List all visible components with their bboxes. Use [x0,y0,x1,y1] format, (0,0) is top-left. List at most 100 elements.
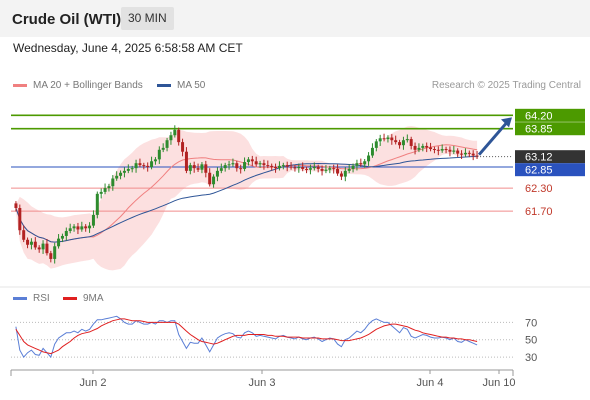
candle-body [212,176,216,185]
candle-body [72,226,76,229]
candle-body [421,145,425,148]
candle-body [460,153,464,155]
candle-body [305,168,309,170]
candle-body [254,161,258,165]
candle-body [153,159,157,162]
bollinger-band [15,126,478,271]
candle-body [382,138,386,140]
candle-body [223,165,227,169]
candle-body [463,152,467,155]
price-tag-61.70: 61.70 [525,206,553,218]
candle-body [444,149,448,151]
candle-body [448,149,452,152]
x-tick-Jun-10: Jun 10 [482,377,515,389]
candle-body [53,246,57,259]
candle-body [165,140,169,148]
price-tag-bg [515,122,585,136]
candle-body [367,155,371,162]
candle-body [390,137,394,141]
candle-body [289,166,293,168]
candle-body [208,172,212,185]
candle-body [181,142,185,152]
candle-body [196,168,200,170]
candle-body [173,129,177,136]
candle-body [243,162,247,169]
rsi-tick-30: 30 [525,352,537,364]
candle-body [41,243,45,250]
candle-body [316,167,320,169]
candle-body [29,241,33,245]
candle-body [351,165,355,169]
candle-body [115,175,119,179]
candle-body [57,238,61,247]
price-tag-64.20: 64.20 [525,110,553,122]
candle-body [285,165,289,167]
candle-body [88,225,92,229]
candle-body [394,140,398,143]
candle-body [68,228,72,231]
candle-body [432,149,436,151]
candle-body [204,164,208,173]
candle-body [281,165,285,167]
candle-body [200,164,204,170]
candle-body [266,165,270,167]
candle-body [429,147,433,150]
candle-body [119,172,123,176]
candle-body [76,226,80,230]
candle-body [126,168,130,171]
candle-body [99,191,103,194]
candle-body [320,168,324,171]
candle-body [18,208,22,231]
price-tag-62.30: 62.30 [525,183,553,195]
candle-body [417,147,421,150]
candle-body [169,135,173,141]
candle-body [308,168,312,170]
candle-body [138,163,142,166]
candle-body [332,168,336,170]
candle-body [425,145,429,148]
candle-body [324,169,328,171]
candle-body [339,173,343,177]
candle-body [33,241,37,248]
rsi-label: RSI [33,293,50,304]
chart-header: Crude Oil (WTI) 30 MIN [0,0,590,37]
price-tag-bg [515,150,585,164]
x-tick-Jun-4: Jun 4 [417,377,444,389]
candle-body [378,138,382,142]
ma9-label: 9MA [83,293,104,304]
candle-body [37,247,41,250]
projection-arrow [477,121,509,156]
candle-body [161,147,165,150]
ma50-line [15,155,478,243]
candle-body [312,167,316,169]
candle-body [231,163,235,165]
candle-body [370,147,374,156]
timeframe-badge[interactable]: 30 MIN [121,7,174,30]
price-tag-63.85: 63.85 [525,124,553,136]
candle-body [293,167,297,169]
legend-rsi: RSI [13,293,50,304]
candle-body [277,165,281,169]
candle-body [188,165,192,171]
candle-body [301,167,305,169]
ma20-label: MA 20 + Bollinger Bands [33,80,143,91]
candle-body [215,170,219,177]
candle-body [467,152,471,154]
candles [14,125,479,264]
rsi-ma-line [15,318,478,355]
candle-body [452,150,456,152]
ma50-label: MA 50 [177,80,206,91]
candle-body [80,226,84,230]
candle-body [184,151,188,171]
rsi-tick-50: 50 [525,335,537,347]
candle-body [250,159,254,162]
candle-body [386,137,390,140]
candle-body [328,168,332,170]
candle-body [45,243,49,254]
price-tag-bg [515,163,585,177]
candle-body [84,226,88,229]
candle-body [359,163,363,165]
ma9-swatch [63,296,77,300]
ma20-line [15,144,478,243]
